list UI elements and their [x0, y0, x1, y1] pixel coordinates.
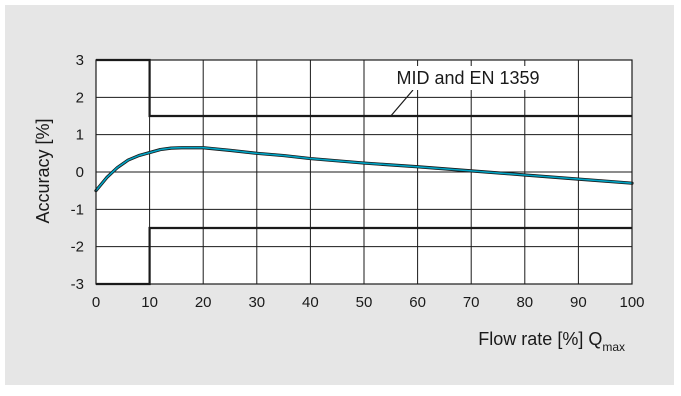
y-axis-label: Accuracy [%]: [33, 118, 53, 223]
x-tick-label: 80: [516, 294, 533, 311]
x-tick-label: 30: [248, 294, 265, 311]
y-tick-label: 0: [76, 164, 84, 181]
x-tick-label: 70: [463, 294, 480, 311]
annotation-background: [392, 66, 544, 90]
x-tick-labels: 0 10 20 30 40 50 60 70 80 90 100: [92, 294, 645, 311]
plot-border: [95, 59, 633, 285]
x-tick-label: 10: [141, 294, 158, 311]
annotation-label: MID and EN 1359: [396, 68, 539, 88]
x-axis-label-main: Flow rate [%] Q: [478, 329, 602, 349]
x-tick-label: 20: [195, 294, 212, 311]
y-tick-label: 3: [76, 52, 84, 69]
y-tick-label: 2: [76, 89, 84, 106]
y-tick-label: -3: [71, 276, 84, 293]
annotation-leader-line: [390, 89, 414, 117]
x-axis-label: Flow rate [%] Qmax: [478, 329, 625, 354]
grid-lines: [95, 59, 633, 285]
x-axis-label-subscript: max: [602, 340, 625, 354]
x-tick-label: 50: [356, 294, 373, 311]
x-tick-label: 60: [409, 294, 426, 311]
plot-frame: [95, 59, 633, 285]
x-tick-label: 90: [570, 294, 587, 311]
x-tick-label: 100: [619, 294, 644, 311]
y-tick-label: 1: [76, 127, 84, 144]
x-tick-label: 40: [302, 294, 319, 311]
series-layer: [94, 146, 634, 193]
y-tick-label: -2: [71, 239, 84, 256]
x-tick-label: 0: [92, 294, 100, 311]
y-tick-label: -1: [71, 201, 84, 218]
y-tick-labels: 3 2 1 0 -1 -2 -3: [71, 52, 84, 293]
series-line: [95, 146, 633, 192]
